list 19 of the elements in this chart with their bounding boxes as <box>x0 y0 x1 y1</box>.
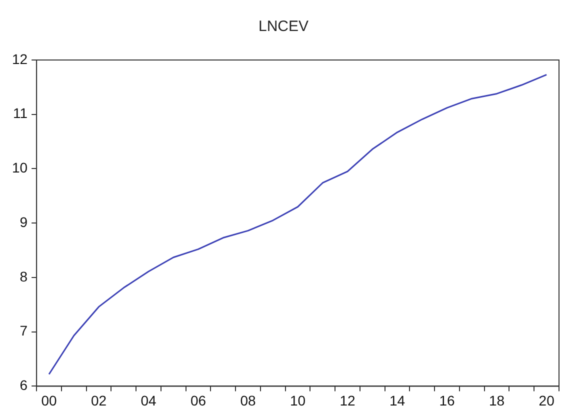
x-tick-label: 06 <box>190 392 206 408</box>
x-tick-label: 18 <box>489 392 505 408</box>
x-tick-label: 10 <box>290 392 306 408</box>
x-tick-label: 16 <box>439 392 456 408</box>
x-tick-label: 04 <box>140 392 157 408</box>
y-tick-label: 7 <box>20 322 28 339</box>
x-tick-label: 20 <box>538 392 555 408</box>
y-tick-label: 10 <box>12 160 28 176</box>
x-tick-label: 02 <box>90 392 107 408</box>
y-tick-label: 11 <box>13 105 28 122</box>
y-tick-label: 8 <box>20 268 28 284</box>
x-tick-label: 12 <box>340 392 356 408</box>
chart-title: LNCEV <box>258 18 309 36</box>
y-tick-label: 9 <box>20 214 28 230</box>
y-tick-label: 12 <box>12 50 28 67</box>
y-tick-label: 6 <box>20 377 28 394</box>
x-tick-label: 14 <box>390 392 406 408</box>
x-tick-label: 00 <box>41 392 58 408</box>
x-tick-label: 08 <box>240 392 256 408</box>
